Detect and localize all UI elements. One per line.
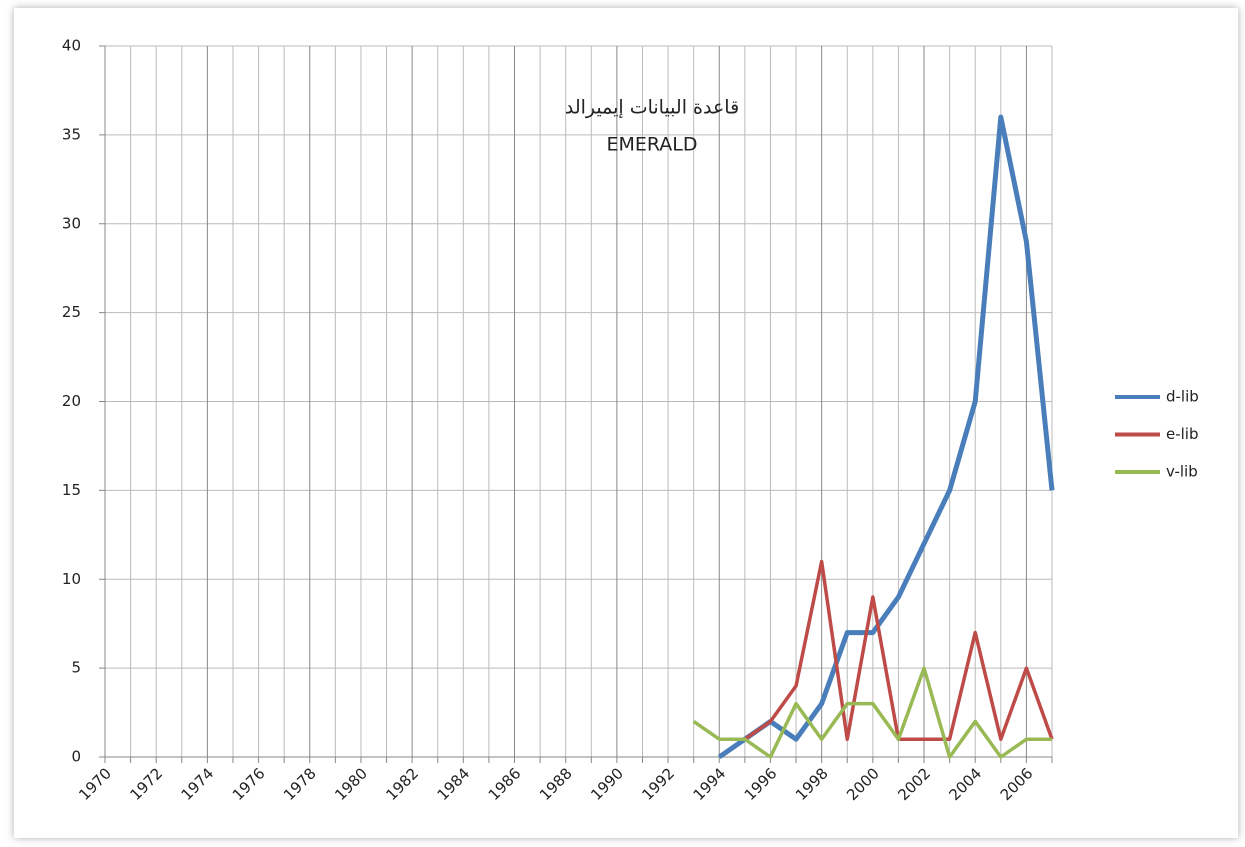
y-tick-label: 40 — [62, 37, 81, 55]
legend-label: v-lib — [1166, 463, 1198, 481]
legend-label: e-lib — [1166, 425, 1199, 443]
y-tick-label: 30 — [62, 214, 81, 232]
chart-subtitle: EMERALD — [606, 134, 697, 156]
y-tick-label: 25 — [62, 303, 81, 321]
series-line — [692, 666, 1052, 759]
legend-label: d-lib — [1166, 388, 1199, 406]
y-tick-label: 35 — [62, 125, 81, 143]
chart-title: قاعدة البيانات إيميرالد — [565, 97, 739, 120]
series-line — [717, 114, 1055, 760]
y-tick-label: 15 — [62, 481, 81, 499]
grid — [99, 45, 1053, 763]
chart-frame — [14, 8, 1238, 838]
plot — [692, 114, 1055, 760]
y-tick-label: 0 — [71, 748, 81, 766]
y-tick-label: 10 — [62, 570, 81, 588]
y-tick-label: 20 — [62, 392, 81, 410]
y-tick-label: 5 — [71, 659, 81, 677]
